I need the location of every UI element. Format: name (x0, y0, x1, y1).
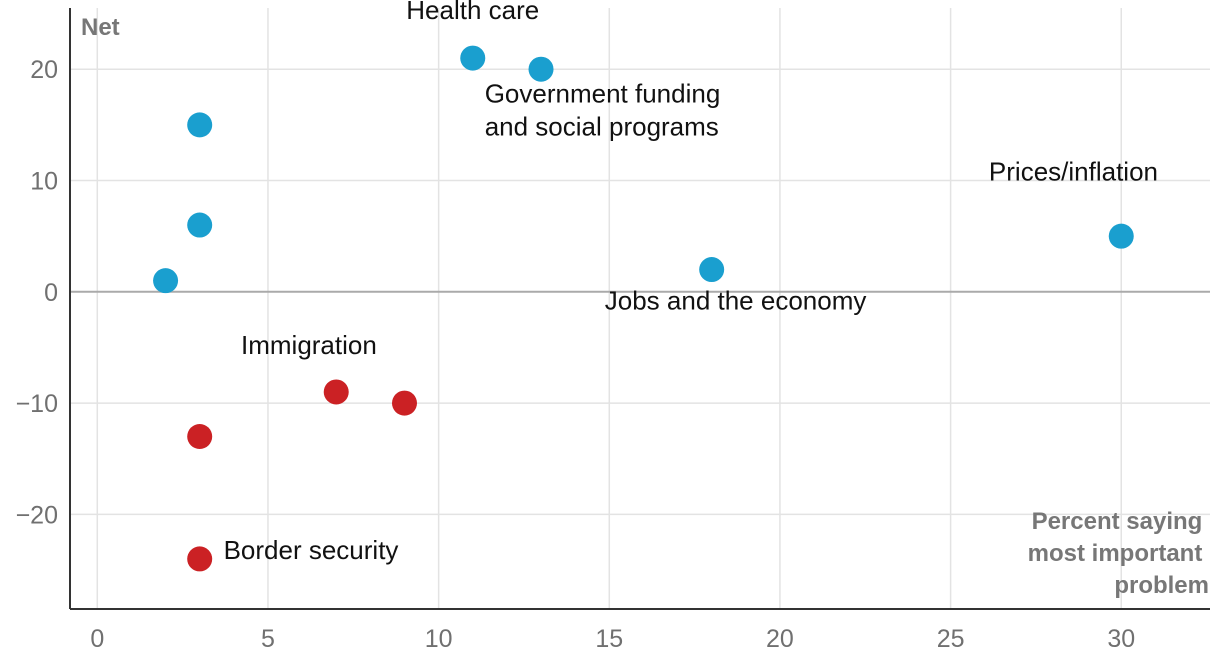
data-point (1108, 223, 1134, 249)
x-tick-label: 30 (1107, 625, 1135, 653)
point-annotation-line: Jobs and the economy (605, 286, 867, 316)
point-annotation-line: Immigration (241, 330, 377, 360)
x-tick-label: 5 (261, 625, 275, 653)
point-annotation-line: Health care (406, 0, 539, 25)
y-tick-label: 10 (30, 168, 58, 196)
point-annotation: Prices/inflation (989, 157, 1158, 187)
axes (69, 8, 1210, 610)
point-annotation-line: Government funding (485, 79, 721, 109)
x-tick-label: 10 (425, 625, 453, 653)
point-annotation: Jobs and the economy (605, 286, 867, 316)
y-axis-title: Net (81, 14, 120, 41)
point-annotation-line: Prices/inflation (989, 157, 1158, 187)
x-tick-label: 0 (90, 625, 104, 653)
annotations: Health care Government funding and social … (224, 0, 1158, 565)
y-tick-label: −10 (16, 390, 58, 418)
data-point (323, 379, 349, 405)
x-tick-label: 20 (766, 625, 794, 653)
y-tick-label: −20 (16, 501, 58, 529)
tick-labels: 0 5 10 15 20 25 30 −20 −10 0 10 20 (16, 56, 1136, 653)
y-tick-label: 0 (44, 279, 58, 307)
data-point (187, 212, 213, 238)
x-axis-title-line: problem (1114, 572, 1209, 599)
data-point (187, 112, 213, 138)
point-annotation: Government funding and social programs (485, 79, 721, 142)
data-point (153, 268, 179, 294)
x-axis-title: Percent saying most important problem (1028, 508, 1209, 599)
data-points (153, 45, 1134, 572)
point-annotation: Health care (406, 0, 539, 25)
data-point (391, 390, 417, 416)
data-point (460, 45, 486, 71)
point-annotation: Immigration (241, 330, 377, 360)
data-point (699, 257, 725, 283)
x-axis-title-line: most important (1028, 540, 1203, 567)
point-annotation-line: and social programs (485, 112, 719, 142)
data-point (187, 546, 213, 572)
x-axis-title-line: Percent saying (1032, 508, 1203, 535)
x-tick-label: 25 (937, 625, 965, 653)
data-point (528, 56, 554, 82)
data-point (187, 423, 213, 449)
y-tick-label: 20 (30, 56, 58, 84)
x-tick-label: 15 (595, 625, 623, 653)
point-annotation-line: Border security (224, 535, 399, 565)
point-annotation: Border security (224, 535, 399, 565)
